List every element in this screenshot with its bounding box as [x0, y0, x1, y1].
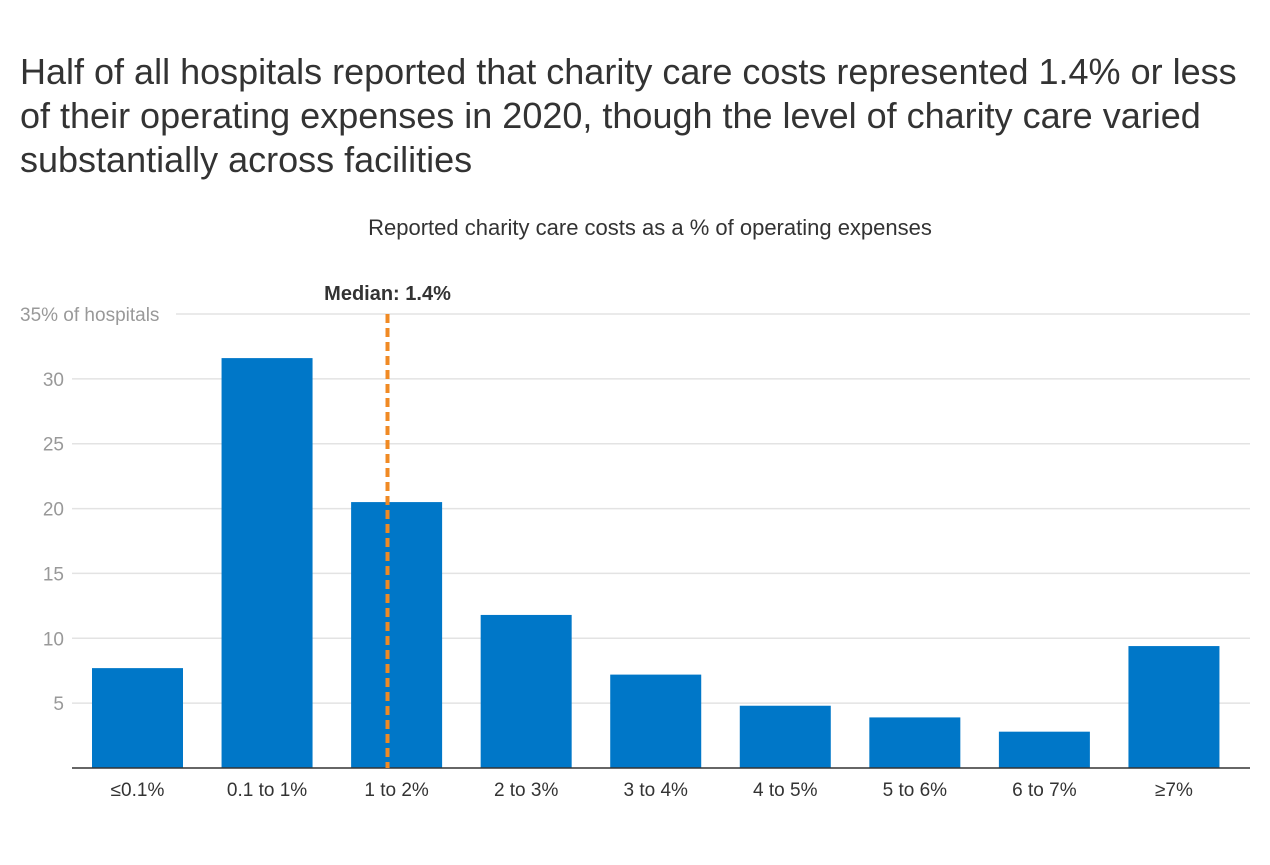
x-tick-label: 6 to 7%: [1012, 780, 1077, 801]
y-tick-label: 30: [43, 370, 64, 391]
y-tick-label: 5: [53, 694, 64, 715]
x-tick-label: ≥7%: [1155, 780, 1193, 801]
x-tick-label: 3 to 4%: [624, 780, 689, 801]
bar: [998, 731, 1090, 768]
bar: [610, 674, 702, 768]
chart-title: Half of all hospitals reported that char…: [20, 51, 1237, 180]
x-tick-label: 5 to 6%: [883, 780, 948, 801]
bar: [1128, 646, 1220, 768]
x-tick-label: ≤0.1%: [111, 780, 165, 801]
y-tick-label: 35% of hospitals: [20, 305, 159, 326]
bar: [869, 717, 961, 768]
x-tick-label: 2 to 3%: [494, 780, 559, 801]
bar: [351, 502, 443, 768]
chart-subtitle: Reported charity care costs as a % of op…: [368, 215, 932, 240]
x-tick-label: 4 to 5%: [753, 780, 818, 801]
y-tick-label: 10: [43, 629, 64, 650]
median-label: Median: 1.4%: [324, 283, 451, 305]
bar: [221, 358, 313, 768]
bar: [92, 668, 183, 768]
bar: [739, 705, 831, 768]
y-tick-label: 25: [43, 435, 64, 456]
y-tick-label: 15: [43, 564, 64, 585]
x-tick-label: 1 to 2%: [364, 780, 429, 801]
y-tick-label: 20: [43, 500, 64, 521]
bar: [480, 614, 572, 768]
x-tick-label: 0.1 to 1%: [227, 780, 307, 801]
